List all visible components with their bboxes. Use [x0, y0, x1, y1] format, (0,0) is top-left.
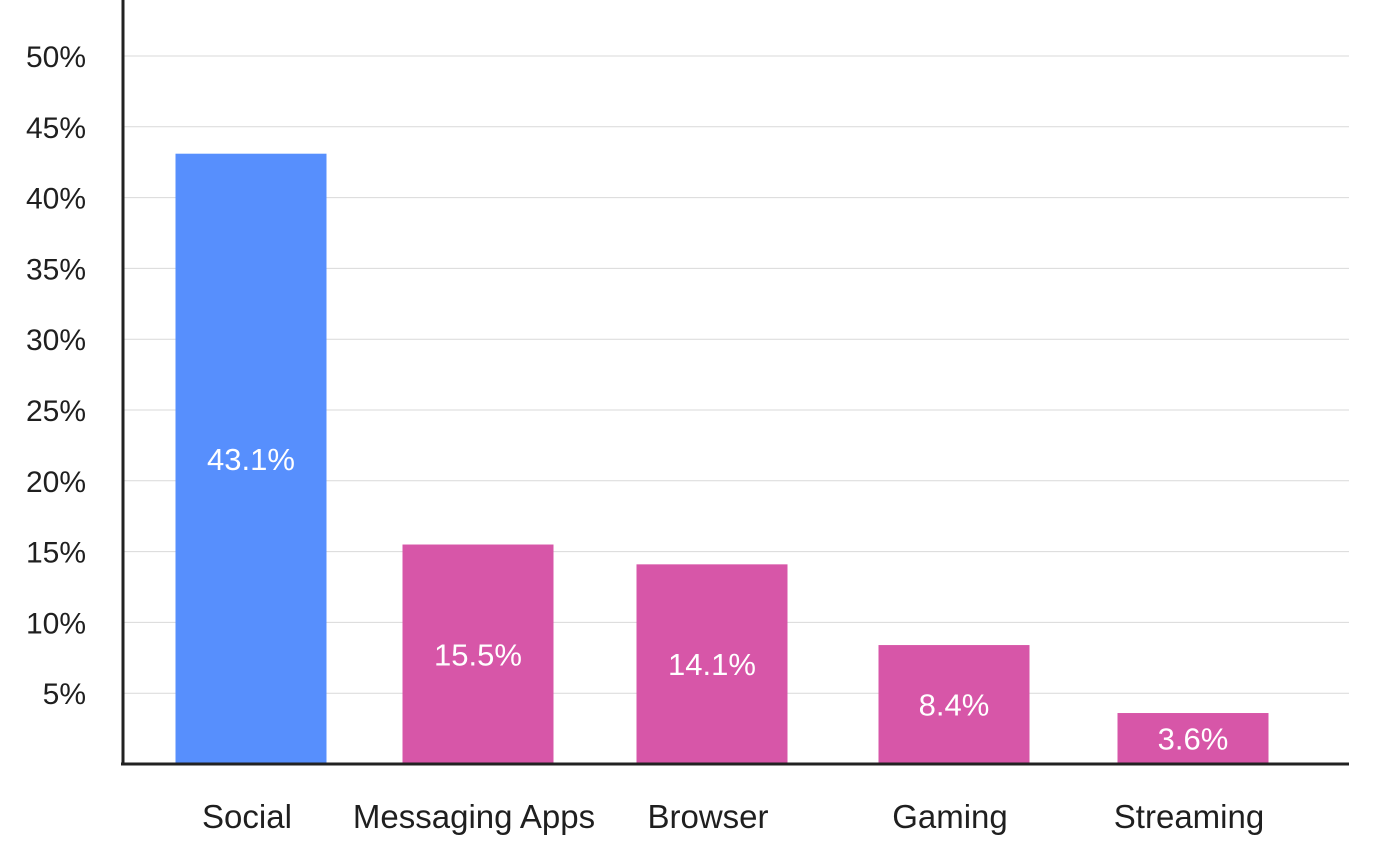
y-tick-label: 20% — [26, 466, 86, 499]
value-labels: 43.1% 15.5% 14.1% 8.4% 3.6% — [207, 442, 1228, 757]
y-tick-label: 35% — [26, 253, 86, 286]
gridlines — [123, 55, 1349, 694]
x-axis-labels: Social Messaging Apps Browser Gaming Streami… — [202, 798, 1264, 835]
bar-browser — [636, 564, 788, 764]
bar-streaming — [1117, 713, 1269, 764]
y-tick-label: 40% — [26, 183, 86, 216]
data-label: 14.1% — [668, 647, 756, 682]
bar-messaging-apps — [402, 544, 554, 764]
bar-social — [175, 153, 327, 765]
x-tick-label: Streaming — [1114, 798, 1264, 835]
data-label: 3.6% — [1158, 722, 1229, 757]
x-tick-label: Browser — [647, 798, 768, 835]
bars — [175, 153, 1269, 765]
y-tick-label: 10% — [26, 607, 86, 640]
x-tick-label: Messaging Apps — [353, 798, 595, 835]
y-tick-label: 15% — [26, 537, 86, 570]
y-tick-label: 5% — [43, 678, 86, 711]
data-label: 15.5% — [434, 637, 522, 672]
y-tick-label: 30% — [26, 324, 86, 357]
y-axis-ticks: 5% 10% 15% 20% 25% 30% 35% 40% 45% 50% — [26, 41, 86, 711]
x-tick-label: Gaming — [892, 798, 1008, 835]
data-label: 43.1% — [207, 442, 295, 477]
y-tick-label: 25% — [26, 395, 86, 428]
data-label: 8.4% — [919, 688, 990, 723]
y-tick-label: 45% — [26, 112, 86, 145]
bar-gaming — [878, 645, 1030, 764]
y-tick-label: 50% — [26, 41, 86, 74]
x-tick-label: Social — [202, 798, 292, 835]
